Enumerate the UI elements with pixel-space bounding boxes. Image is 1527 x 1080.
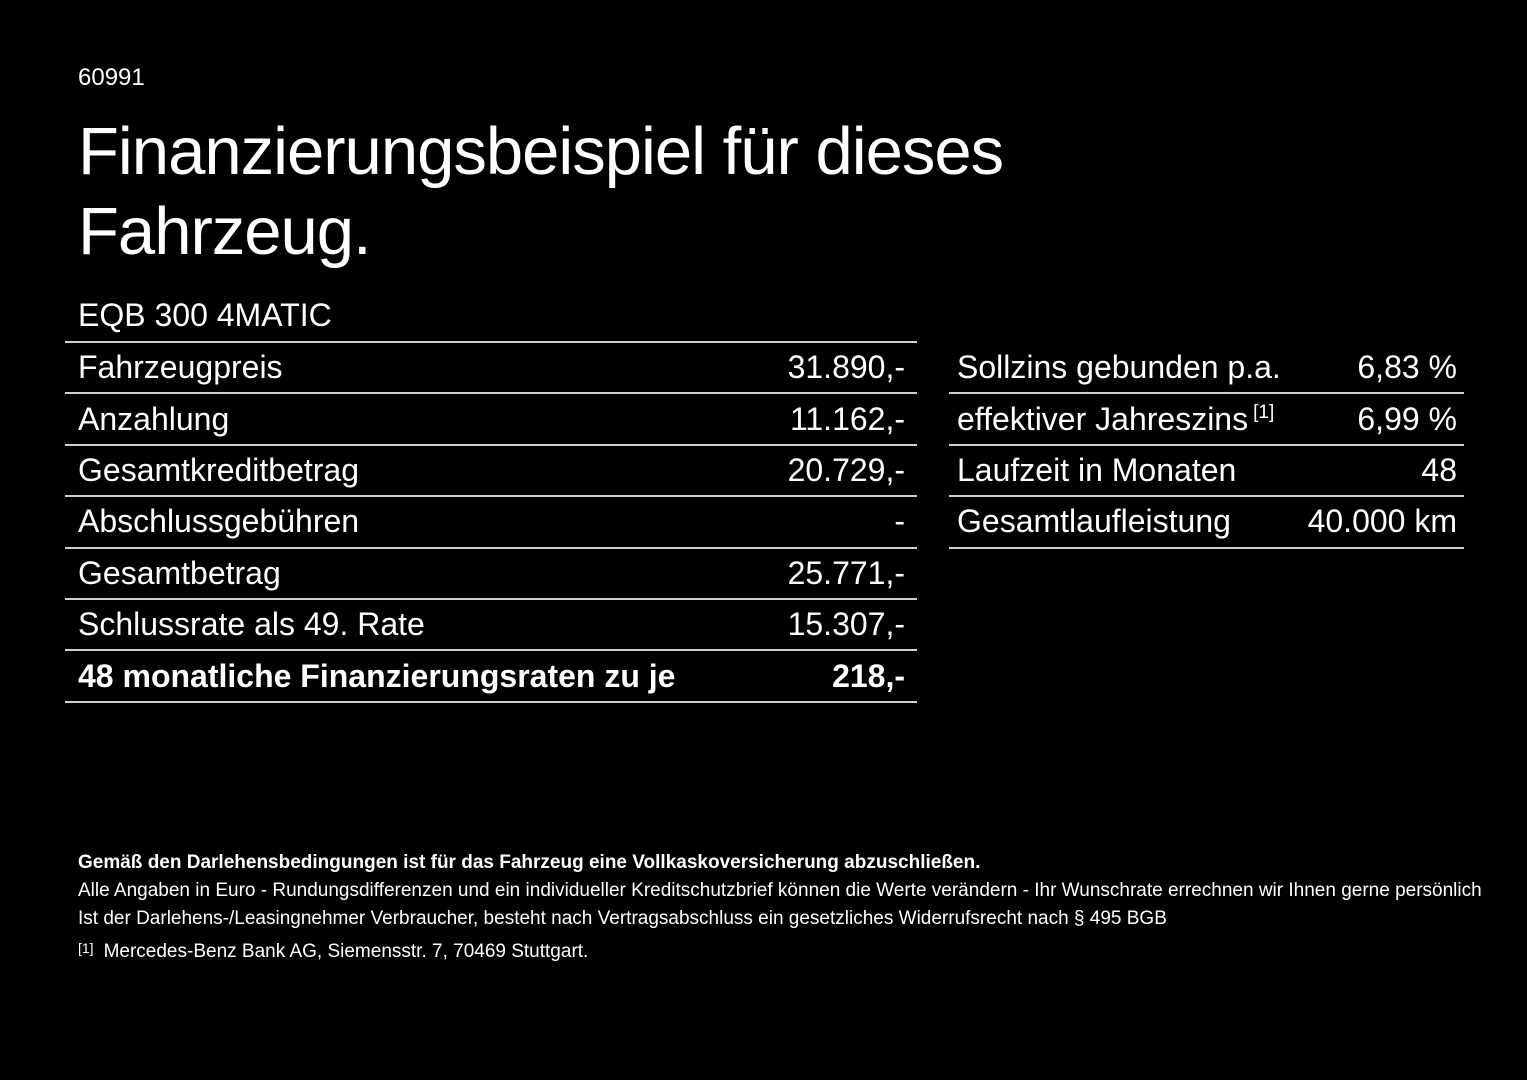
bank-footnote-marker: [1] xyxy=(78,940,94,956)
footnote-reference-marker: [1] xyxy=(1253,401,1275,423)
page-title: Finanzierungsbeispiel für dieses Fahrzeu… xyxy=(78,112,1004,272)
finance-row-value: - xyxy=(894,503,905,540)
conditions-row-value: 48 xyxy=(1421,451,1457,488)
finance-row-total-amount: Gesamtbetrag 25.771,- xyxy=(65,549,917,600)
insurance-requirement-note: Gemäß den Darlehensbedingungen ist für d… xyxy=(78,852,981,873)
page-title-line2: Fahrzeug. xyxy=(78,194,372,269)
document-id: 60991 xyxy=(78,64,145,91)
finance-row-value: 15.307,- xyxy=(787,606,905,643)
finance-row-label: Gesamtkreditbetrag xyxy=(78,451,360,488)
page-title-line1: Finanzierungsbeispiel für dieses xyxy=(78,114,1004,189)
finance-row-total-credit: Gesamtkreditbetrag 20.729,- xyxy=(65,446,917,498)
conditions-row-label: effektiver Jahreszins [1] xyxy=(957,401,1274,438)
finance-row-label: Anzahlung xyxy=(78,400,230,437)
conditions-row-term-months: Laufzeit in Monaten 48 xyxy=(949,446,1464,498)
withdrawal-right-note: Ist der Darlehens-/Leasingnehmer Verbrau… xyxy=(78,908,1167,929)
finance-row-value: 25.771,- xyxy=(787,554,905,591)
finance-row-vehicle-price: Fahrzeugpreis 31.890,- xyxy=(65,343,917,395)
euro-disclaimer-note: Alle Angaben in Euro - Rundungsdifferenz… xyxy=(78,880,1482,901)
finance-row-label: Schlussrate als 49. Rate xyxy=(78,606,425,643)
conditions-row-effective-interest: effektiver Jahreszins [1] 6,99 % xyxy=(949,394,1464,446)
finance-row-value: 11.162,- xyxy=(789,400,905,437)
conditions-row-value: 6,83 % xyxy=(1357,349,1457,386)
finance-row-down-payment: Anzahlung 11.162,- xyxy=(65,394,917,446)
finance-row-value: 20.729,- xyxy=(787,451,905,488)
finance-row-value: 218,- xyxy=(832,657,905,694)
conditions-row-label: Gesamtlaufleistung xyxy=(957,503,1231,540)
conditions-row-value: 40.000 km xyxy=(1307,503,1457,540)
finance-row-value: 31.890,- xyxy=(787,349,905,386)
finance-row-final-rate: Schlussrate als 49. Rate 15.307,- xyxy=(65,600,917,652)
finance-row-label: Gesamtbetrag xyxy=(78,554,281,591)
finance-table: Fahrzeugpreis 31.890,- Anzahlung 11.162,… xyxy=(65,341,917,703)
conditions-row-total-mileage: Gesamtlaufleistung 40.000 km xyxy=(949,497,1464,549)
bank-footnote-text: Mercedes-Benz Bank AG, Siemensstr. 7, 70… xyxy=(103,941,589,962)
finance-row-monthly-rate: 48 monatliche Finanzierungsraten zu je 2… xyxy=(65,651,917,703)
finance-row-label: Abschlussgebühren xyxy=(78,503,360,540)
vehicle-model: EQB 300 4MATIC xyxy=(78,297,332,333)
finance-row-closing-fees: Abschlussgebühren - xyxy=(65,497,917,549)
bank-footnote: [1] Mercedes-Benz Bank AG, Siemensstr. 7,… xyxy=(78,940,588,964)
finance-row-label: Fahrzeugpreis xyxy=(78,349,283,386)
conditions-row-label: Sollzins gebunden p.a. xyxy=(957,349,1281,386)
conditions-row-label-text: effektiver Jahreszins xyxy=(957,400,1249,437)
conditions-row-label: Laufzeit in Monaten xyxy=(957,451,1237,488)
conditions-table: Sollzins gebunden p.a. 6,83 % effektiver… xyxy=(949,343,1464,549)
conditions-row-nominal-interest: Sollzins gebunden p.a. 6,83 % xyxy=(949,343,1464,395)
finance-row-label: 48 monatliche Finanzierungsraten zu je xyxy=(78,657,676,694)
conditions-row-value: 6,99 % xyxy=(1357,400,1457,437)
